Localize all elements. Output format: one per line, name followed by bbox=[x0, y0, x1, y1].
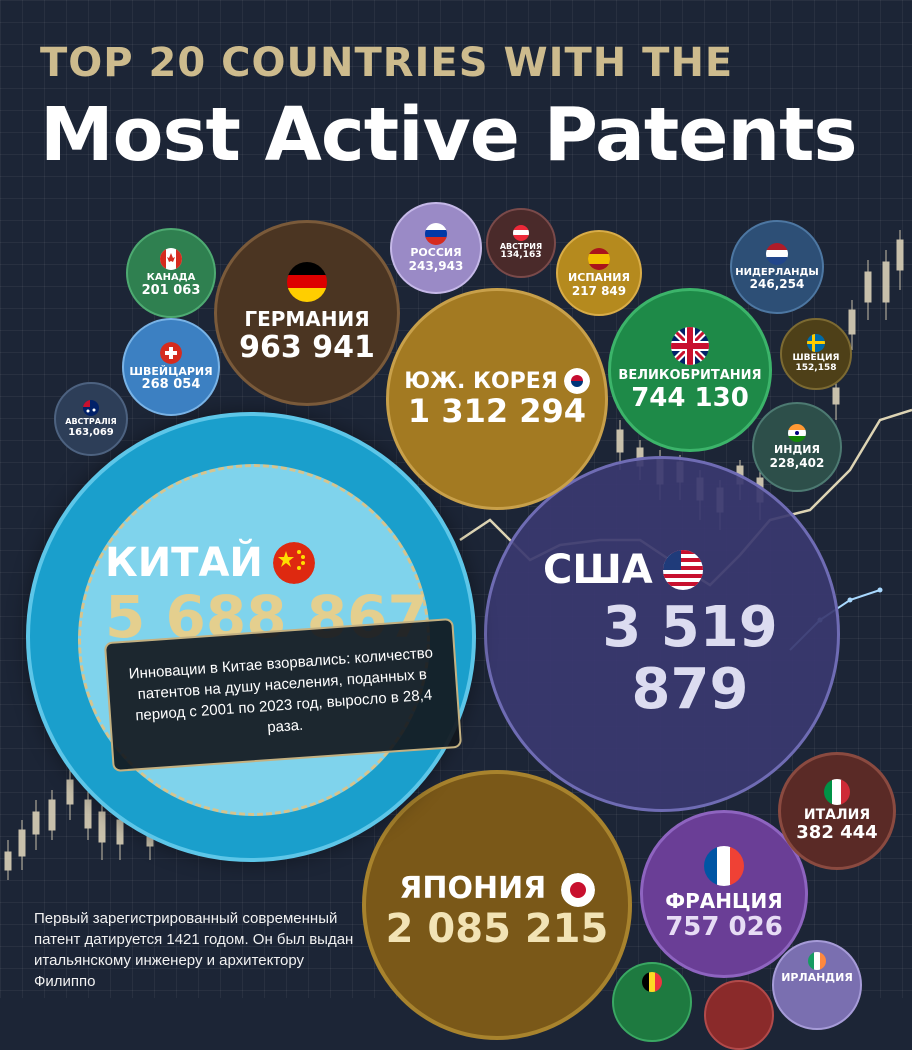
country-value: 217 849 bbox=[571, 283, 627, 298]
country-name: ИНДИЯ bbox=[774, 443, 820, 457]
country-value: 243,943 bbox=[408, 258, 464, 273]
russia-flag-icon bbox=[425, 223, 447, 246]
country-name: АВСТРИЯ bbox=[499, 241, 543, 251]
page-title: Most Active Patents bbox=[40, 92, 858, 178]
bubble-germany: ГЕРМАНИЯ 963 941 bbox=[214, 220, 400, 406]
australia-flag-icon bbox=[83, 400, 99, 417]
country-name: ШВЕЦИЯ bbox=[792, 353, 840, 364]
bubble-austria: АВСТРИЯ 134,163 bbox=[486, 208, 556, 278]
country-value: 134,163 bbox=[500, 250, 542, 261]
country-value: 246,254 bbox=[749, 277, 805, 292]
italy-flag-icon bbox=[824, 779, 850, 806]
bubble-partial-belgium bbox=[612, 962, 692, 1042]
country-name: ИТАЛИЯ bbox=[803, 807, 871, 824]
country-name: АВСТРАЛІЯ bbox=[65, 417, 117, 427]
bubble-south-korea: ЮЖ. КОРЕЯ 1 312 294 bbox=[386, 288, 608, 510]
france-flag-icon bbox=[704, 846, 744, 887]
country-value: 757 026 bbox=[665, 912, 783, 943]
country-value: 228,402 bbox=[769, 455, 825, 470]
country-name: ГЕРМАНИЯ bbox=[244, 307, 370, 331]
china-note-text: Инновации в Китае взорвались: количество… bbox=[128, 644, 434, 737]
country-name: НИДЕРЛАНДЫ bbox=[735, 266, 819, 278]
sweden-flag-icon bbox=[807, 334, 825, 353]
country-value: 268 054 bbox=[141, 377, 201, 393]
country-name: КИТАЙ bbox=[105, 540, 263, 586]
country-value: 163,069 bbox=[68, 426, 114, 438]
bubble-usa: США 3 519 879 bbox=[484, 456, 840, 812]
bubble-spain: ИСПАНИЯ 217 849 bbox=[556, 230, 642, 316]
country-value: 3 519 879 bbox=[602, 595, 778, 722]
canada-flag-icon bbox=[160, 248, 182, 271]
china-flag-icon bbox=[272, 542, 315, 584]
country-name: ЯПОНИЯ bbox=[399, 871, 547, 906]
country-name: США bbox=[543, 547, 653, 594]
bubble-russia: РОССИЯ 243,943 bbox=[390, 202, 482, 294]
bubble-canada: КАНАДА 201 063 bbox=[126, 228, 216, 318]
country-value: 1 312 294 bbox=[407, 392, 587, 431]
bubble-uk: ВЕЛИКОБРИТАНИЯ 744 130 bbox=[608, 288, 772, 452]
ireland-flag-icon bbox=[808, 952, 826, 970]
bubble-ireland: ИРЛАНДИЯ bbox=[772, 940, 862, 1030]
bubble-italy: ИТАЛИЯ 382 444 bbox=[778, 752, 896, 870]
country-value: 963 941 bbox=[239, 330, 375, 365]
netherlands-flag-icon bbox=[766, 242, 788, 265]
bubble-netherlands: НИДЕРЛАНДЫ 246,254 bbox=[730, 220, 824, 314]
country-value: 201 063 bbox=[141, 282, 201, 298]
usa-flag-icon bbox=[662, 550, 703, 591]
footnote-text: Первый зарегистрированный современный па… bbox=[34, 910, 354, 990]
switzerland-flag-icon bbox=[160, 341, 182, 364]
country-value: 152,158 bbox=[795, 362, 837, 373]
country-name: РОССИЯ bbox=[410, 246, 462, 260]
country-name: ФРАНЦИЯ bbox=[665, 889, 783, 914]
subtitle: TOP 20 COUNTRIES WITH THE bbox=[40, 40, 734, 86]
country-name: ИСПАНИЯ bbox=[568, 271, 630, 285]
bubble-japan: ЯПОНИЯ 2 085 215 bbox=[362, 770, 632, 1040]
india-flag-icon bbox=[788, 424, 806, 443]
bubble-australia: АВСТРАЛІЯ 163,069 bbox=[54, 382, 128, 456]
country-name: ШВЕЙЦАРИЯ bbox=[129, 364, 213, 378]
country-value: 744 130 bbox=[631, 383, 749, 414]
belgium-flag-icon bbox=[642, 972, 662, 992]
country-name: ЮЖ. КОРЕЯ bbox=[404, 368, 558, 394]
bubble-france: ФРАНЦИЯ 757 026 bbox=[640, 810, 808, 978]
spain-flag-icon bbox=[588, 248, 610, 271]
austria-flag-icon bbox=[513, 224, 529, 241]
bubble-switzerland: ШВЕЙЦАРИЯ 268 054 bbox=[122, 318, 220, 416]
uk-flag-icon bbox=[671, 327, 709, 366]
germany-flag-icon bbox=[287, 262, 327, 302]
country-name: ИРЛАНДИЯ bbox=[781, 971, 853, 984]
country-value: 2 085 215 bbox=[385, 905, 609, 952]
bubble-india: ИНДИЯ 228,402 bbox=[752, 402, 842, 492]
south-korea-flag-icon bbox=[563, 368, 590, 395]
country-name: КАНАДА bbox=[146, 272, 196, 284]
country-value: 382 444 bbox=[796, 822, 878, 844]
country-name: ВЕЛИКОБРИТАНИЯ bbox=[618, 368, 762, 384]
bubble-partial-red bbox=[704, 980, 774, 1050]
bubble-sweden: ШВЕЦИЯ 152,158 bbox=[780, 318, 852, 390]
japan-flag-icon bbox=[560, 872, 595, 907]
china-note: Инновации в Китае взорвались: количество… bbox=[103, 617, 463, 773]
